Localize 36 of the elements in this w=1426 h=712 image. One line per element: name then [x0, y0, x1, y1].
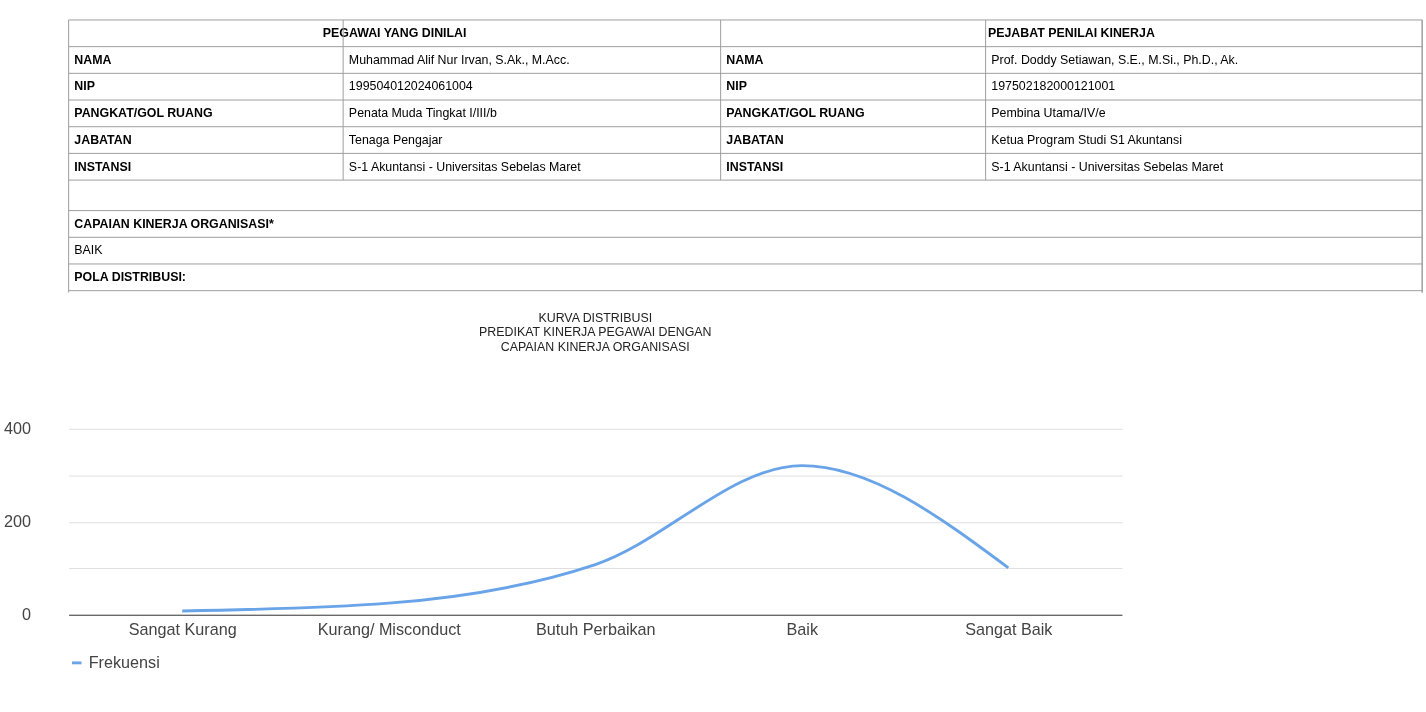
- text: POLA DISTRIBUSI:: [74, 270, 186, 285]
- text: CAPAIAN KINERJA ORGANISASI*: [74, 216, 274, 231]
- text: Muhammad Alif Nur Irvan, S.Ak., M.Acc.: [348, 52, 570, 67]
- text: NIP: [74, 79, 95, 94]
- x-tick-label: Sangat Baik: [965, 620, 1054, 639]
- text: BAIK: [74, 243, 104, 258]
- text: Tenaga Pengajar: [348, 132, 443, 147]
- legend-label: Frekuensi: [88, 652, 160, 671]
- y-tick-label: 200: [3, 512, 31, 531]
- text: PEJABAT PENILAI KINERJA: [987, 26, 1155, 41]
- text: JABATAN: [726, 132, 784, 147]
- text: INSTANSI: [726, 159, 784, 174]
- y-tick-label: 400: [3, 419, 31, 438]
- text: PANGKAT/GOL RUANG: [74, 106, 213, 121]
- text: INSTANSI: [74, 159, 132, 174]
- x-tick-label: Baik: [786, 620, 819, 639]
- y-tick-label: 0: [21, 605, 31, 623]
- text: NAMA: [726, 52, 764, 67]
- text: NAMA: [74, 52, 112, 67]
- x-tick-label: Sangat Kurang: [128, 620, 237, 639]
- text: NIP: [726, 79, 747, 94]
- text: 197502182000121001: [991, 79, 1116, 94]
- text: JABATAN: [74, 132, 132, 147]
- text: S-1 Akuntansi - Universitas Sebelas Maret: [991, 159, 1224, 174]
- text: Ketua Program Studi S1 Akuntansi: [991, 132, 1182, 147]
- line-series: [180, 464, 1010, 613]
- text: Prof. Doddy Setiawan, S.E., M.Si., Ph.D., Ak.: [991, 52, 1239, 67]
- text: Pembina Utama/IV/e: [991, 106, 1106, 121]
- chart-title: KURVA DISTRIBUSI PREDIKAT KINERJA PEGAWAI DENGAN CAPAIAN KINERJA ORGANISASI: [479, 311, 712, 354]
- text: PEGAWAI YANG DINILAI: [322, 26, 467, 41]
- x-tick-label: Kurang/ Misconduct: [317, 620, 462, 639]
- text: Penata Muda Tingkat I/III/b: [348, 106, 497, 121]
- x-tick-label: Butuh Perbaikan: [535, 620, 656, 639]
- text: PANGKAT/GOL RUANG: [726, 106, 865, 121]
- text: 199504012024061004: [348, 79, 473, 94]
- text: S-1 Akuntansi - Universitas Sebelas Maret: [348, 159, 582, 174]
